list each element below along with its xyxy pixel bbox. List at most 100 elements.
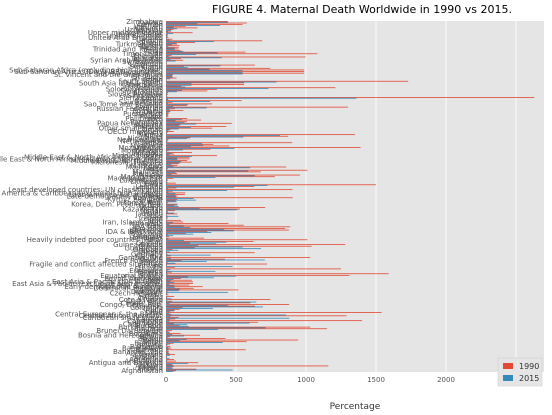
bar-1990 [166,137,191,139]
bar-2015 [166,67,188,68]
y-tick-label: Gabon [140,256,163,264]
y-tick-label: East Asia & Pacific (IDA & IBRD) [52,278,163,286]
bar-1990 [166,79,167,81]
bar-2015 [166,36,168,38]
bar-1990 [166,182,176,184]
y-tick-label: Central European & the Baltics [55,311,163,319]
bar-1990 [166,252,255,254]
bar-1990 [166,276,188,278]
bar-2015 [166,157,178,159]
bar-1990 [166,216,168,218]
y-tick-label: Guinea [138,243,163,251]
bar-2015 [166,288,180,290]
y-tick-label: South Asia [126,81,163,89]
y-tick-label: Bolivia [140,333,163,341]
bar-2015 [166,291,228,293]
bar-1990 [166,145,230,147]
y-tick-label: Upper middle income [88,29,163,37]
bar-1990 [166,160,188,161]
y-tick-label: Andorra [135,362,163,370]
bar-1990 [166,325,180,326]
y-tick-label: Chile [145,307,163,315]
bar-2015 [166,151,167,153]
bar-1990 [166,304,290,305]
bar-1990 [166,59,184,61]
bar-2015 [166,60,176,62]
bar-2015 [166,254,211,256]
y-tick-label: Slovenia [133,89,163,97]
y-tick-label: Small states [120,87,163,95]
bar-1990 [166,106,348,108]
y-tick-label: Egypt, Arab Rep. [104,275,163,283]
bar-2015 [166,28,177,30]
legend-box [497,357,543,387]
bar-1990 [166,286,203,288]
bar-1990 [166,232,186,234]
bar-2015 [166,266,233,267]
bar-2015 [166,253,167,254]
y-tick-label: Jamaica [134,210,163,218]
y-tick-label: Zambia [136,19,163,27]
bar-1990 [166,365,329,367]
bar-1990 [166,173,178,174]
bar-1990 [166,22,247,24]
bar-1990 [166,163,179,165]
bar-2015 [166,207,200,209]
bar-2015 [166,194,176,196]
bar-1990 [166,315,347,317]
bar-2015 [166,280,171,282]
bar-1990 [166,93,169,95]
y-tick-label: Maldives [132,168,163,176]
bar-1990 [166,169,308,171]
bar-1990 [166,367,172,368]
bar-2015 [166,329,218,330]
series-2015 [166,21,357,372]
bar-2015 [166,94,167,96]
y-tick-label: Uzbekistan [124,26,163,34]
bar-2015 [166,170,249,172]
bar-2015 [166,274,168,275]
bar-1990 [166,258,225,260]
y-tick-label: French Polynesia [105,257,163,265]
y-tick-label: IDA blend [129,226,163,234]
bar-1990 [166,192,186,194]
bar-1990 [166,114,169,116]
bar-2015 [166,83,192,85]
bar-2015 [166,71,243,73]
bar-1990 [166,281,194,283]
bar-2015 [166,342,223,343]
y-tick-label: Haiti [147,238,163,246]
y-tick-label: Honduras [129,235,163,243]
bar-1990 [166,211,168,213]
bar-2015 [166,243,217,245]
y-tick-label: Barbados [130,343,163,351]
bar-2015 [166,54,197,55]
bar-1990 [166,197,293,199]
y-tick-label: Arab World [124,357,163,365]
y-tick-label: Morocco [134,146,163,154]
bar-2015 [166,215,179,217]
bar-1990 [166,155,217,157]
y-tick-label: Suriname [129,63,163,71]
y-tick-label: Tonga [141,47,163,55]
bar-2015 [166,322,250,324]
bar-2015 [166,183,168,185]
bar-2015 [166,33,174,34]
y-tick-label: Sweden [135,60,163,68]
bar-1990 [166,153,175,155]
y-tick-label: Somalia [135,84,163,92]
bar-2015 [166,301,257,303]
bar-1990 [166,95,168,97]
bar-1990 [166,312,382,313]
legend-label-1990: 1990 [519,362,539,371]
y-tick-label: Vietnam [134,23,163,31]
bar-1990 [166,98,168,100]
bar-1990 [166,113,169,115]
bar-2015 [166,330,168,332]
y-tick-label: Lithuania [131,178,163,186]
bar-2015 [166,321,170,322]
bar-1990 [166,118,188,119]
bar-1990 [166,45,180,47]
y-tick-label: Least developed countries: UN classifica… [8,186,163,194]
